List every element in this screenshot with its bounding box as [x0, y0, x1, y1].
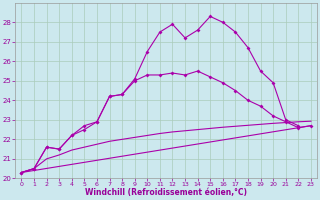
X-axis label: Windchill (Refroidissement éolien,°C): Windchill (Refroidissement éolien,°C) — [85, 188, 247, 197]
